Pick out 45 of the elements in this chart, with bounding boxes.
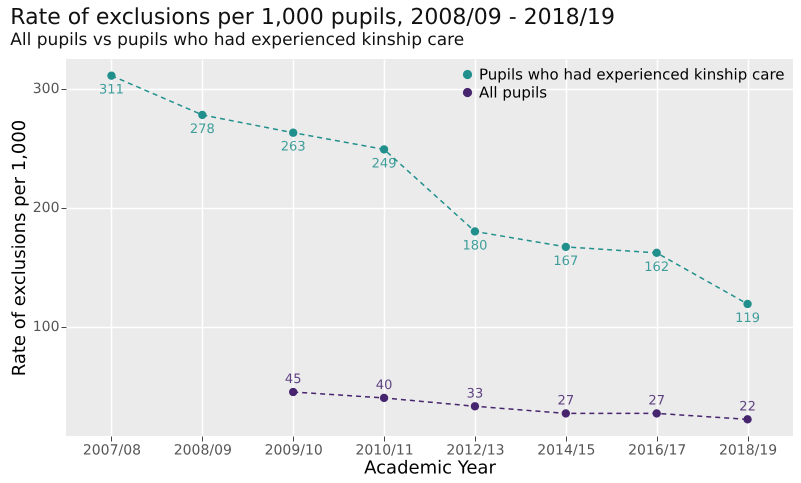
point — [380, 145, 388, 154]
chart-title: Rate of exclusions per 1,000 pupils, 2008/09 - 2018/19 — [10, 5, 616, 30]
x-tick-label: 2012/13 — [446, 442, 505, 458]
point — [107, 71, 116, 80]
y-axis-title: Rate of exclusions per 1,000 — [8, 120, 30, 376]
data-label: 45 — [284, 372, 302, 387]
legend-label: All pupils — [479, 84, 548, 102]
point — [380, 394, 388, 402]
x-tick-label: 2007/08 — [82, 442, 142, 458]
data-label: 27 — [558, 393, 574, 408]
point — [198, 110, 206, 120]
point — [470, 227, 480, 236]
x-tick-label: 2018/19 — [718, 442, 778, 458]
data-label: 180 — [462, 238, 488, 254]
point — [743, 300, 752, 308]
point — [562, 409, 570, 418]
y-tick-label: 300 — [32, 81, 60, 98]
data-label: 40 — [376, 378, 392, 393]
x-axis-title: Academic Year — [364, 458, 496, 478]
point — [652, 248, 661, 258]
point — [289, 388, 298, 396]
data-label: 311 — [99, 82, 124, 98]
y-tick-label: 200 — [32, 200, 60, 216]
x-tick-label: 2010/11 — [355, 442, 414, 458]
point — [470, 402, 480, 410]
data-label: 278 — [190, 122, 215, 137]
data-label: 249 — [372, 156, 396, 172]
x-tick-label: 2014/15 — [537, 442, 596, 458]
data-label: 263 — [280, 140, 306, 155]
data-label: 22 — [739, 399, 756, 414]
x-tick-label: 2009/10 — [264, 442, 323, 458]
point — [289, 128, 298, 137]
point — [652, 409, 661, 418]
chart-subtitle: All pupils vs pupils who had experienced kinship care — [10, 30, 464, 50]
data-label: 33 — [466, 386, 484, 402]
x-tick-label: 2008/09 — [174, 442, 232, 458]
data-label: 162 — [644, 260, 670, 275]
data-label: 167 — [553, 254, 578, 269]
y-tick-label: 100 — [32, 319, 60, 336]
point — [743, 415, 752, 424]
legend-label: Pupils who had experienced kinship care — [479, 66, 785, 84]
data-label: 119 — [735, 310, 760, 326]
x-tick-label: 2016/17 — [628, 442, 686, 458]
data-label: 27 — [648, 393, 665, 408]
point — [562, 242, 570, 252]
